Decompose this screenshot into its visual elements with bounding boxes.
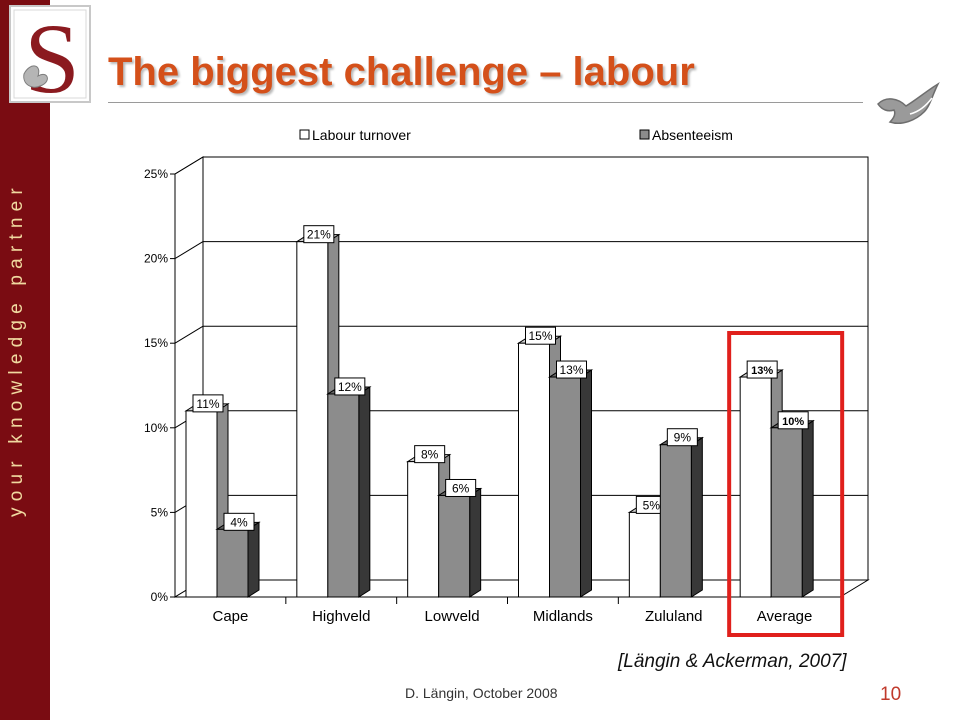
data-label-box	[192, 394, 224, 413]
highlight-box	[727, 331, 845, 637]
legend-swatch	[299, 129, 310, 140]
data-label: 13%	[559, 363, 583, 377]
author-date: D. Längin, October 2008	[405, 685, 558, 701]
legend-label: Labour turnover	[312, 127, 411, 143]
data-label: 9%	[674, 431, 692, 445]
bar	[296, 241, 329, 598]
data-label: 5%	[643, 498, 661, 512]
bar-side	[580, 369, 592, 598]
data-label: 11%	[196, 397, 219, 411]
bar-side	[690, 436, 703, 598]
bar	[327, 393, 360, 598]
bar	[407, 461, 440, 598]
legend-swatch	[639, 129, 650, 140]
data-label-box	[556, 360, 587, 379]
data-label: 8%	[421, 448, 439, 462]
bar-chart: 0% 5% 10% 15% 20% 25% Cape 11% 4% Highveld 21% 12% L…	[144, 127, 870, 637]
data-label-box	[666, 428, 698, 447]
data-label-box	[334, 377, 366, 396]
y-tick-label: 10%	[144, 421, 168, 435]
y-tick-label: 25%	[144, 167, 168, 181]
citation: [Längin & Ackerman, 2007]	[618, 651, 847, 672]
bar	[216, 528, 249, 598]
x-tick-label: Lowveld	[425, 608, 480, 625]
data-label: 13%	[751, 365, 773, 377]
x-tick-label: Cape	[212, 608, 248, 625]
y-tick-label: 20%	[144, 252, 168, 266]
data-label-box	[445, 478, 477, 497]
x-tick-label: Zululand	[645, 608, 703, 625]
sidebar: your knowledge partner	[0, 0, 50, 720]
bar-side	[358, 386, 371, 598]
page-number: 10	[880, 684, 902, 705]
data-label-box	[746, 360, 778, 379]
gridline-side	[174, 325, 204, 344]
data-label-box	[303, 225, 335, 244]
bar	[549, 376, 581, 598]
data-label-box	[777, 411, 809, 430]
x-tick-label: Highveld	[312, 608, 370, 625]
bar	[518, 342, 550, 598]
data-label-box	[223, 512, 255, 531]
sidebar-tagline: your knowledge partner	[6, 182, 27, 518]
x-tick-label: Average	[757, 608, 813, 625]
bar-side	[469, 487, 482, 598]
y-tick-label: 5%	[151, 505, 169, 519]
bar	[185, 410, 218, 598]
gridline-side	[174, 156, 204, 175]
bar-side	[247, 521, 260, 598]
data-label-box	[414, 445, 446, 464]
data-label: 12%	[338, 380, 362, 394]
data-label: 15%	[528, 329, 552, 343]
logo-letter: S	[24, 4, 80, 104]
bar	[438, 494, 471, 598]
y-tick-label: 15%	[144, 336, 168, 350]
bar-side	[801, 419, 814, 598]
title-divider	[108, 102, 863, 103]
x-tick-label: Midlands	[533, 608, 593, 625]
page-title: The biggest challenge – labour	[108, 50, 695, 94]
bar	[739, 376, 772, 598]
bar	[770, 427, 803, 598]
data-label-box	[525, 326, 556, 345]
fish-icon	[877, 82, 940, 124]
bar	[659, 444, 692, 598]
seal-logo-icon: S	[9, 4, 91, 104]
legend-label: Absenteeism	[652, 127, 733, 143]
data-label: 21%	[307, 228, 331, 242]
data-label: 6%	[452, 481, 470, 495]
gridline-side	[174, 241, 204, 260]
bar	[628, 511, 661, 598]
data-label: 4%	[230, 515, 248, 529]
data-label: 10%	[782, 416, 804, 428]
y-tick-label: 0%	[151, 590, 169, 604]
